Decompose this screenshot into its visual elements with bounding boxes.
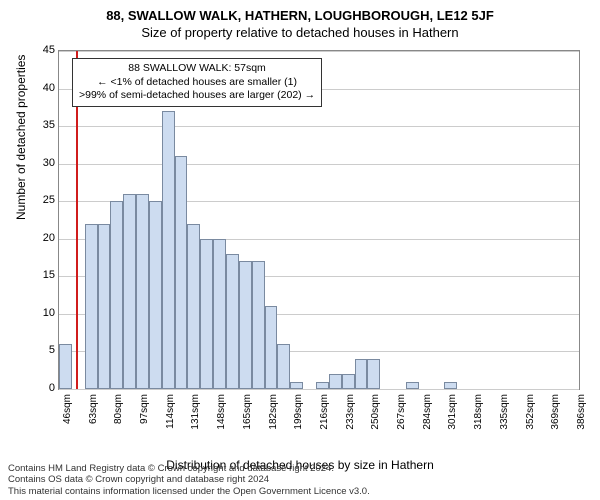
- histogram-bar: [85, 224, 98, 389]
- histogram-bar: [290, 382, 303, 390]
- histogram-bar: [98, 224, 111, 389]
- histogram-bar: [213, 239, 226, 389]
- histogram-bar: [355, 359, 368, 389]
- histogram-bar: [226, 254, 239, 389]
- x-tick-label: 97sqm: [139, 394, 150, 438]
- y-tick-label: 0: [25, 382, 55, 394]
- histogram-bar: [162, 111, 175, 389]
- grid-line: [59, 164, 579, 165]
- histogram-bar: [252, 261, 265, 389]
- x-tick-label: 63sqm: [88, 394, 99, 438]
- x-tick-label: 318sqm: [473, 394, 484, 438]
- grid-line: [59, 51, 579, 52]
- x-tick-label: 352sqm: [525, 394, 536, 438]
- histogram-bar: [444, 382, 457, 390]
- x-tick-label: 165sqm: [242, 394, 253, 438]
- histogram-bar: [329, 374, 342, 389]
- annotation-box: 88 SWALLOW WALK: 57sqm ← <1% of detached…: [72, 58, 322, 107]
- x-tick-label: 267sqm: [396, 394, 407, 438]
- x-tick-label: 284sqm: [422, 394, 433, 438]
- y-tick-label: 30: [25, 157, 55, 169]
- histogram-bar: [175, 156, 188, 389]
- y-tick-label: 5: [25, 344, 55, 356]
- y-tick-label: 20: [25, 232, 55, 244]
- histogram-bar: [136, 194, 149, 389]
- x-tick-label: 386sqm: [576, 394, 587, 438]
- histogram-bar: [239, 261, 252, 389]
- x-tick-label: 369sqm: [550, 394, 561, 438]
- histogram-bar: [187, 224, 200, 389]
- footer-line-2: Contains OS data © Crown copyright and d…: [8, 474, 370, 485]
- grid-line: [59, 389, 579, 390]
- histogram-bar: [316, 382, 329, 390]
- x-tick-label: 148sqm: [216, 394, 227, 438]
- x-tick-label: 182sqm: [268, 394, 279, 438]
- x-tick-label: 216sqm: [319, 394, 330, 438]
- footer-attribution: Contains HM Land Registry data © Crown c…: [8, 463, 370, 497]
- y-tick-label: 15: [25, 269, 55, 281]
- annotation-line-2: ← <1% of detached houses are smaller (1): [79, 76, 315, 90]
- x-tick-label: 335sqm: [499, 394, 510, 438]
- histogram-bar: [149, 201, 162, 389]
- histogram-bar: [110, 201, 123, 389]
- x-tick-label: 301sqm: [447, 394, 458, 438]
- y-tick-label: 10: [25, 307, 55, 319]
- x-tick-label: 80sqm: [113, 394, 124, 438]
- histogram-bar: [367, 359, 380, 389]
- y-tick-label: 45: [25, 44, 55, 56]
- x-tick-label: 46sqm: [62, 394, 73, 438]
- histogram-bar: [342, 374, 355, 389]
- x-tick-label: 131sqm: [190, 394, 201, 438]
- histogram-bar: [277, 344, 290, 389]
- x-tick-label: 114sqm: [165, 394, 176, 438]
- annotation-line-3: >99% of semi-detached houses are larger …: [79, 89, 315, 103]
- histogram-bar: [406, 382, 419, 390]
- footer-line-1: Contains HM Land Registry data © Crown c…: [8, 463, 370, 474]
- y-tick-label: 25: [25, 194, 55, 206]
- x-tick-label: 199sqm: [293, 394, 304, 438]
- histogram-bar: [123, 194, 136, 389]
- y-tick-label: 40: [25, 82, 55, 94]
- y-tick-label: 35: [25, 119, 55, 131]
- chart-title-main: 88, SWALLOW WALK, HATHERN, LOUGHBOROUGH,…: [0, 0, 600, 23]
- histogram-bar: [59, 344, 72, 389]
- x-tick-label: 250sqm: [370, 394, 381, 438]
- annotation-line-1: 88 SWALLOW WALK: 57sqm: [79, 62, 315, 76]
- grid-line: [59, 126, 579, 127]
- histogram-bar: [265, 306, 278, 389]
- x-tick-label: 233sqm: [345, 394, 356, 438]
- histogram-bar: [200, 239, 213, 389]
- chart-title-sub: Size of property relative to detached ho…: [0, 23, 600, 40]
- footer-line-3: This material contains information licen…: [8, 486, 370, 497]
